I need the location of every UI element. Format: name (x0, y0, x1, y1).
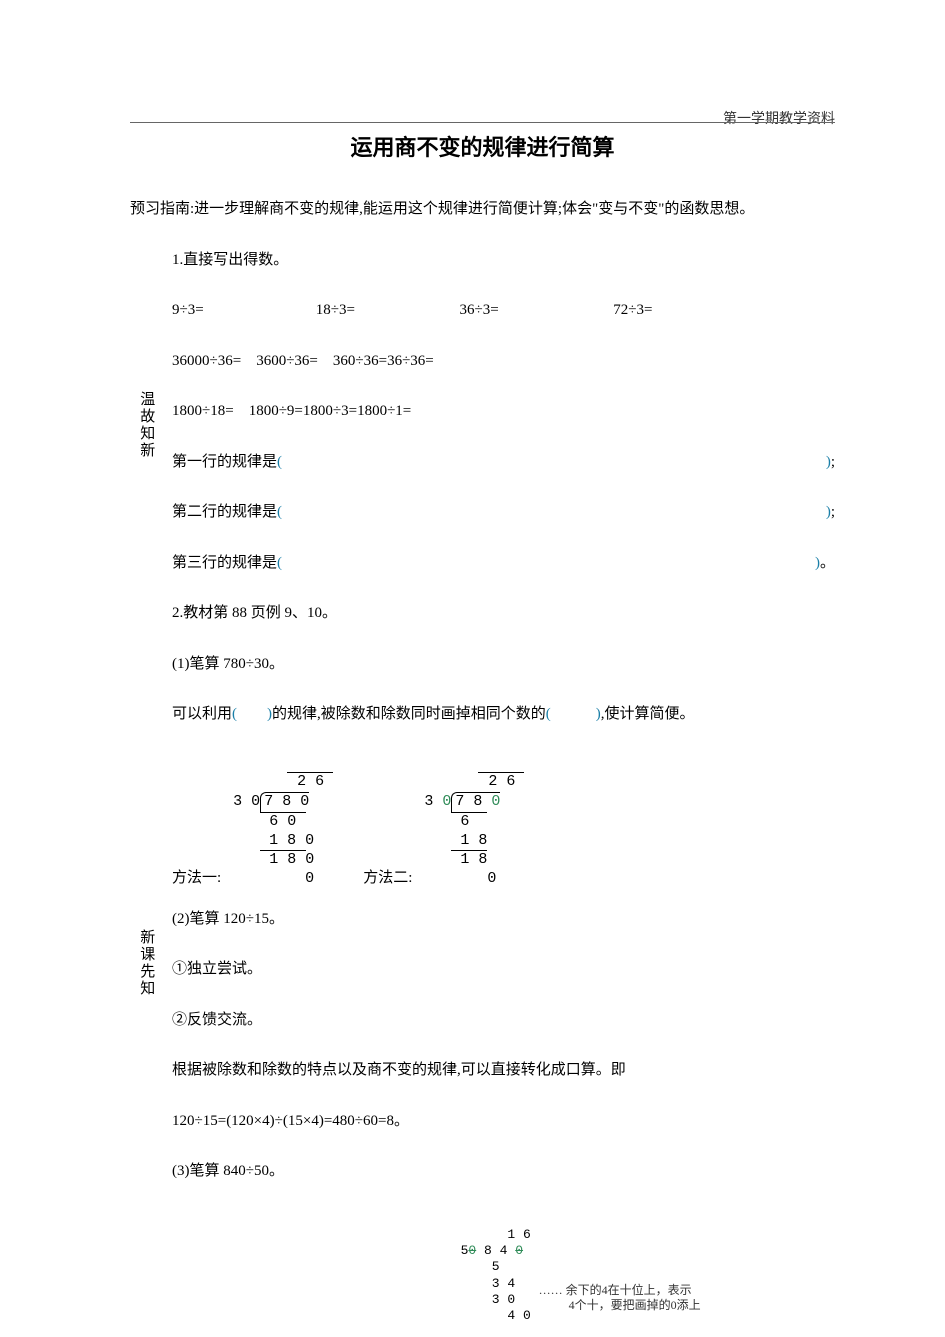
section-xinke: 新课先知 2.教材第 88 页例 9、10。 (1)笔算 780÷30。 可以利… (130, 602, 835, 1324)
section-wengu: 温故知新 1.直接写出得数。 9÷3= 18÷3= 36÷3= 72÷3= 36… (130, 249, 835, 603)
q1-row3: 1800÷18= 1800÷9=1800÷3=1800÷1= (172, 400, 835, 423)
q2b-blank1: ( ) (232, 706, 272, 722)
q2c2: ②反馈交流。 (172, 1009, 835, 1032)
q1-r1d: 72÷3= (613, 302, 652, 318)
side-label-xinke: 新课先知 (130, 602, 162, 1324)
q1-heading: 1.直接写出得数。 (172, 249, 835, 272)
q1-r1c: 36÷3= (460, 299, 610, 322)
longdiv-2: 2 6 3 07 8 0 6 1 8 1 8 0 (424, 754, 524, 890)
side-label-wengu-text: 温故知新 (135, 391, 158, 459)
q2b-blank2: ( ) (546, 706, 601, 722)
q2c1: ①独立尝试。 (172, 958, 835, 981)
q1-r1a: 9÷3= (172, 299, 312, 322)
section-xinke-body: 2.教材第 88 页例 9、10。 (1)笔算 780÷30。 可以利用( )的… (162, 602, 835, 1324)
page-title: 运用商不变的规律进行简算 (130, 130, 835, 162)
longdiv-2-body: 2 6 3 07 8 0 6 1 8 1 8 0 (424, 754, 524, 889)
q2b-pre: 可以利用 (172, 706, 232, 722)
q2c: (2)笔算 120÷15。 (172, 908, 835, 931)
rule2-open: ( (277, 501, 282, 524)
rule2-semi: ; (831, 501, 835, 524)
rule3-period: 。 (820, 552, 835, 575)
calc-row: 方法一: 2 6 3 07 8 0 6 0 1 8 0 1 8 0 0 方法二:… (172, 754, 835, 890)
longdiv-1-body: 2 6 3 07 8 0 6 0 1 8 0 1 8 0 0 (233, 754, 333, 889)
longdiv-3-note: …… 余下的4在十位上，表示4个十，要把画掉的0添上 (539, 1283, 719, 1314)
section-wengu-body: 1.直接写出得数。 9÷3= 18÷3= 36÷3= 72÷3= 36000÷3… (162, 249, 835, 603)
q2b-line: 可以利用( )的规律,被除数和除数同时画掉相同个数的( ),使计算简便。 (172, 703, 835, 726)
q2b-mid: 的规律,被除数和除数同时画掉相同个数的 (272, 706, 546, 722)
header-rule (130, 122, 835, 123)
method1-label: 方法一: (172, 867, 221, 890)
rule1-semi: ; (831, 451, 835, 474)
q1-row1: 9÷3= 18÷3= 36÷3= 72÷3= (172, 299, 835, 322)
rule2-row: 第二行的规律是 ( ) ; (172, 501, 835, 524)
page: 第一学期教学资料 运用商不变的规律进行简算 预习指南:进一步理解商不变的规律,能… (0, 0, 945, 1337)
rule3-open: ( (277, 552, 282, 575)
side-label-xinke-text: 新课先知 (135, 929, 158, 997)
longdiv-1: 2 6 3 07 8 0 6 0 1 8 0 1 8 0 0 (233, 754, 333, 890)
q2a: (1)笔算 780÷30。 (172, 653, 835, 676)
q2-heading: 2.教材第 88 页例 9、10。 (172, 602, 835, 625)
longdiv-3-wrap: 1 6 50 8 4 0 5 3 4 3 0 4 0…… 余下的4在十位上，表示… (172, 1211, 835, 1325)
q2c3: 根据被除数和除数的特点以及商不变的规律,可以直接转化成口算。即 (172, 1059, 835, 1082)
intro-text: 预习指南:进一步理解商不变的规律,能运用这个规律进行简便计算;体会"变与不变"的… (130, 198, 835, 221)
q1-r1b: 18÷3= (316, 299, 456, 322)
header-note: 第一学期教学资料 (723, 108, 835, 128)
rule1-row: 第一行的规律是 ( ) ; (172, 451, 835, 474)
method2-label: 方法二: (363, 867, 412, 890)
content: 预习指南:进一步理解商不变的规律,能运用这个规律进行简便计算;体会"变与不变"的… (130, 198, 835, 1324)
rule2-pre: 第二行的规律是 (172, 501, 277, 524)
q2d: (3)笔算 840÷50。 (172, 1160, 835, 1183)
longdiv-3-body: 1 6 50 8 4 0 5 3 4 3 0 4 0…… 余下的4在十位上，表示… (461, 1211, 547, 1325)
q1-row2: 36000÷36= 3600÷36= 360÷36=36÷36= (172, 350, 835, 373)
rule1-pre: 第一行的规律是 (172, 451, 277, 474)
rule3-pre: 第三行的规律是 (172, 552, 277, 575)
side-label-wengu: 温故知新 (130, 249, 162, 603)
q2c4: 120÷15=(120×4)÷(15×4)=480÷60=8。 (172, 1110, 835, 1133)
rule3-row: 第三行的规律是 ( ) 。 (172, 552, 835, 575)
q2b-post: ,使计算简便。 (601, 706, 695, 722)
rule1-open: ( (277, 451, 282, 474)
